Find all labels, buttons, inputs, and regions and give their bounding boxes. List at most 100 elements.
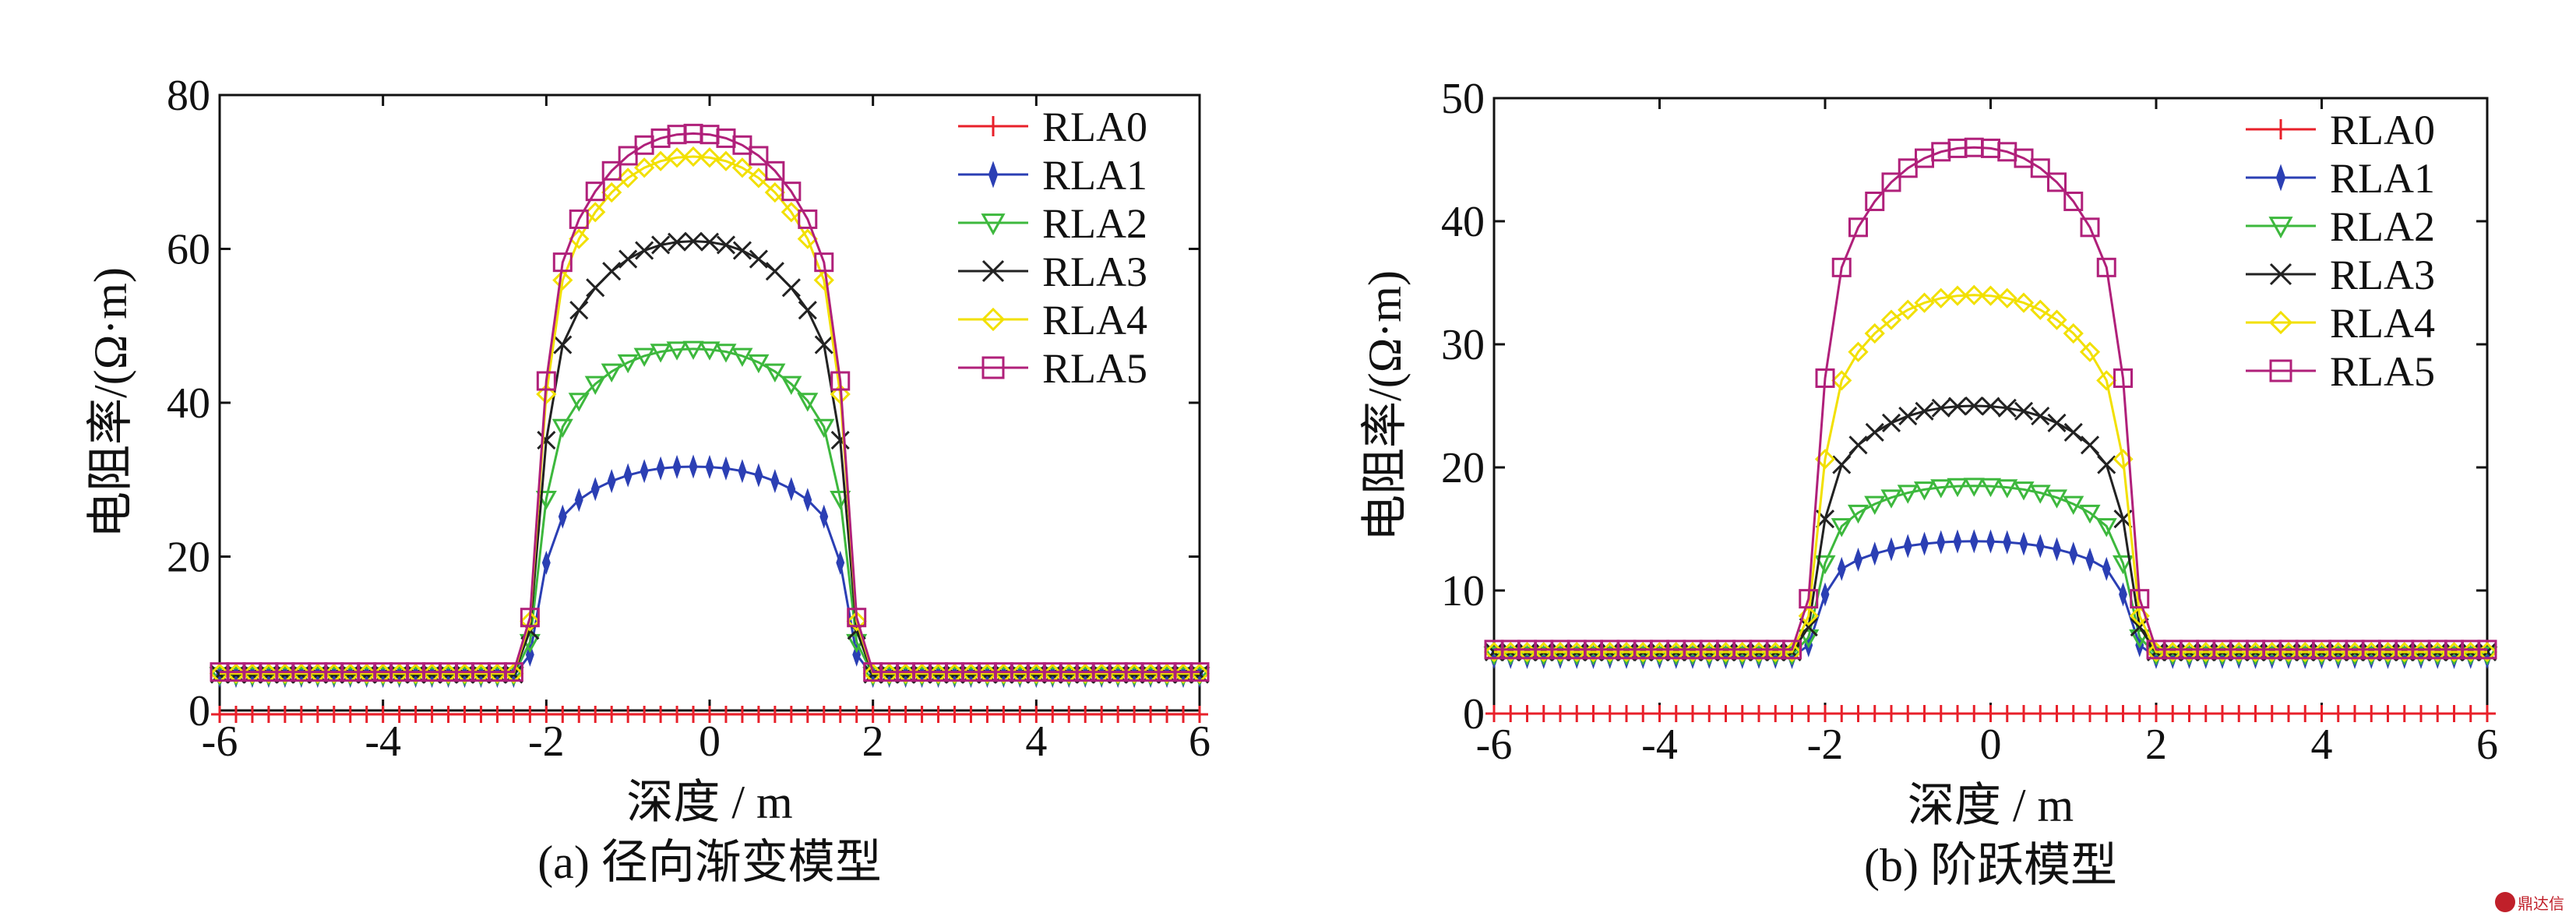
data-point <box>521 705 539 723</box>
data-point <box>2080 217 2100 238</box>
data-point <box>781 278 801 298</box>
data-point <box>650 150 671 171</box>
data-point <box>2030 158 2050 178</box>
data-point <box>732 241 752 260</box>
data-point <box>668 232 687 252</box>
y-tick-label: 30 <box>1441 321 1485 369</box>
data-point <box>439 705 457 723</box>
data-point <box>423 705 441 723</box>
data-point <box>764 182 785 203</box>
data-point <box>1899 705 1917 722</box>
data-point <box>1947 285 1968 306</box>
data-point <box>2019 531 2028 556</box>
data-point <box>1733 705 1751 722</box>
data-point <box>2247 705 2264 722</box>
data-point <box>731 347 753 367</box>
data-point <box>911 663 932 684</box>
data-point <box>813 270 834 291</box>
data-point <box>1831 257 1852 277</box>
legend-marker <box>2268 310 2293 335</box>
series-line <box>220 155 1200 675</box>
data-point <box>1798 629 1820 649</box>
data-point <box>558 504 567 529</box>
data-point <box>2112 555 2134 575</box>
x-axis-label: 深度 / m <box>626 777 792 828</box>
data-point <box>584 375 606 395</box>
data-point <box>1864 495 1886 516</box>
data-point <box>852 642 862 667</box>
data-point <box>1191 705 1208 723</box>
data-point <box>2048 705 2066 722</box>
data-point <box>1913 481 1936 501</box>
data-point <box>1847 504 1869 524</box>
data-point <box>2130 589 2150 609</box>
data-point <box>1848 217 1868 238</box>
watermark: 鼎达信 <box>2495 889 2570 915</box>
data-point <box>2063 191 2084 211</box>
data-point <box>209 663 231 684</box>
data-point <box>1969 529 1979 554</box>
data-point <box>1156 667 1178 686</box>
data-point <box>1915 401 1934 421</box>
data-point <box>651 235 671 255</box>
data-point <box>1027 705 1045 723</box>
data-point <box>1915 705 1933 722</box>
data-point <box>1767 705 1785 722</box>
data-point <box>1949 705 1966 722</box>
data-point <box>1077 705 1094 723</box>
data-point <box>765 160 785 181</box>
x-tick-label: -6 <box>1476 721 1513 769</box>
data-point <box>472 705 490 723</box>
data-point <box>389 667 411 686</box>
data-point <box>225 667 247 686</box>
data-point <box>488 705 506 723</box>
data-point <box>2280 705 2297 722</box>
legend-item-rla2: RLA2 <box>958 200 1147 247</box>
data-point <box>1568 705 1586 722</box>
data-point <box>1981 397 2000 416</box>
data-point <box>2148 705 2165 722</box>
data-point <box>623 463 633 488</box>
data-point <box>1552 705 1569 722</box>
data-point <box>992 667 1014 686</box>
data-point <box>831 705 849 723</box>
data-point <box>1041 667 1063 686</box>
data-point <box>781 202 802 223</box>
data-point <box>689 454 698 479</box>
data-point <box>1140 663 1161 684</box>
data-point <box>847 608 867 628</box>
data-point <box>836 550 845 575</box>
data-point <box>1126 705 1144 723</box>
data-point <box>721 456 731 481</box>
data-point <box>716 235 736 255</box>
data-point <box>1848 435 1868 455</box>
data-point <box>587 705 604 723</box>
data-point <box>879 667 900 686</box>
data-point <box>358 705 375 723</box>
data-point <box>1044 705 1062 723</box>
data-point <box>1920 531 1929 556</box>
data-point <box>1881 413 1901 432</box>
data-point <box>603 705 621 723</box>
data-point <box>2130 617 2149 637</box>
data-point <box>390 705 408 723</box>
series-rla5 <box>210 123 1210 682</box>
data-point <box>536 371 556 391</box>
y-tick-label: 0 <box>189 687 210 735</box>
y-tick-label: 10 <box>1441 567 1485 615</box>
data-point <box>803 488 812 513</box>
data-point <box>1142 705 1160 723</box>
data-point <box>1997 398 2017 418</box>
data-point <box>1700 705 1718 722</box>
data-point <box>617 354 639 374</box>
data-point <box>554 705 572 723</box>
data-point <box>2230 705 2248 722</box>
data-point <box>2053 537 2061 562</box>
data-point <box>356 667 378 686</box>
legend-item-rla1: RLA1 <box>2246 155 2435 202</box>
data-point <box>407 705 425 723</box>
data-point <box>2363 705 2380 722</box>
data-point <box>1782 640 1802 660</box>
data-point <box>1074 667 1096 686</box>
